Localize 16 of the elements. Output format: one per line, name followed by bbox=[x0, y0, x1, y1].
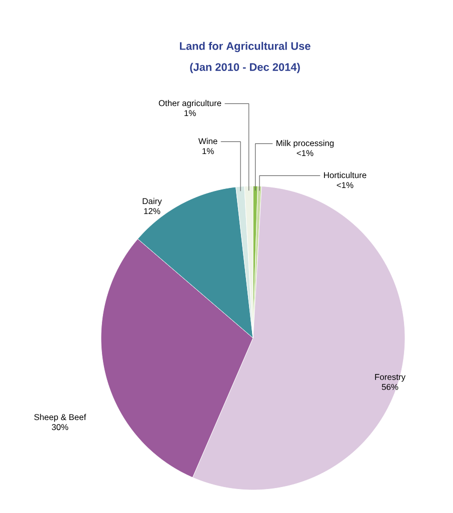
data-label: 1% bbox=[202, 148, 214, 154]
slice-label: Horticulture bbox=[324, 172, 366, 178]
data-label: 30% bbox=[52, 424, 68, 430]
slice-label: Milk processing bbox=[276, 140, 334, 148]
chart-title: Land for Agricultural Use bbox=[180, 42, 310, 52]
slice-label: Sheep & Beef bbox=[34, 414, 86, 422]
slice-label: Dairy bbox=[142, 198, 162, 206]
slice-label: Forestry bbox=[375, 374, 406, 382]
data-label: <1% bbox=[336, 182, 354, 188]
slice-label: Other agriculture bbox=[158, 100, 222, 108]
data-label: 12% bbox=[144, 208, 160, 214]
slice-label: Wine bbox=[198, 138, 218, 144]
data-label: 56% bbox=[382, 384, 398, 390]
data-label: 1% bbox=[184, 110, 196, 116]
chart-subtitle: (Jan 2010 - Dec 2014) bbox=[190, 62, 300, 74]
data-label: <1% bbox=[296, 150, 314, 156]
